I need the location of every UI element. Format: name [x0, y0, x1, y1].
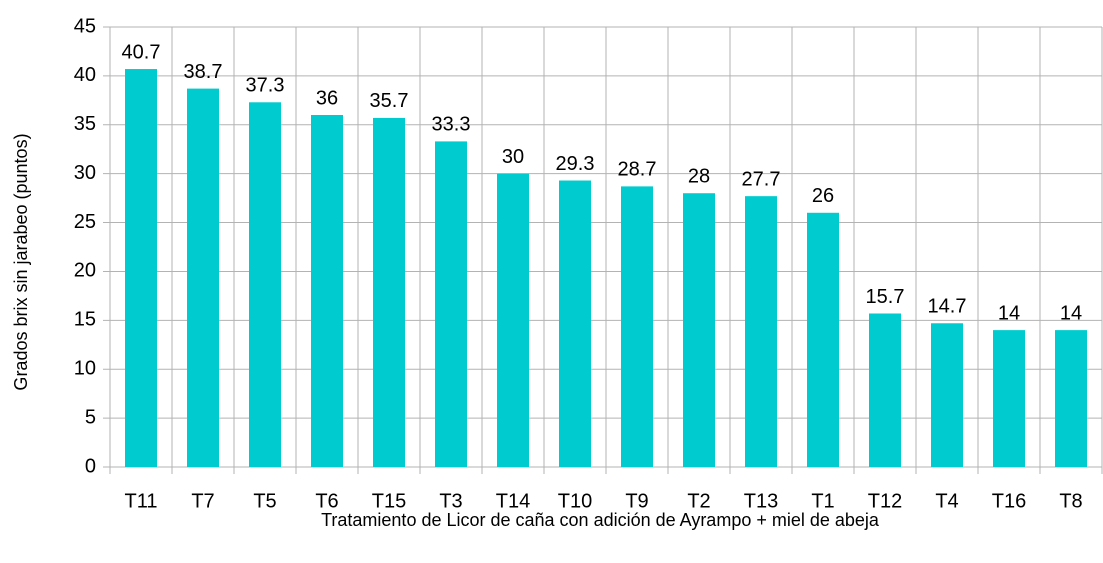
- data-label: 15.7: [866, 286, 905, 308]
- x-tick-label: T8: [1059, 490, 1082, 512]
- data-label: 30: [502, 146, 524, 168]
- bar: [1055, 330, 1087, 467]
- x-tick-label: T6: [315, 490, 338, 512]
- bar: [621, 186, 653, 467]
- y-tick-label: 5: [85, 406, 96, 428]
- x-tick-label: T1: [811, 490, 834, 512]
- x-tick-label: T13: [744, 490, 778, 512]
- x-tick-label: T9: [625, 490, 648, 512]
- bar: [125, 69, 157, 468]
- x-tick-label: T11: [125, 490, 158, 512]
- y-tick-label: 35: [74, 113, 96, 135]
- data-label: 28.7: [618, 159, 657, 181]
- data-label: 38.7: [184, 61, 223, 83]
- x-tick-label: T4: [935, 490, 958, 512]
- y-tick-label: 15: [74, 309, 96, 331]
- data-label: 37.3: [246, 75, 285, 97]
- bar: [559, 180, 591, 467]
- x-tick-label: T10: [558, 490, 592, 512]
- data-label: 14.7: [928, 296, 967, 318]
- data-label: 26: [812, 185, 834, 207]
- data-label: 35.7: [370, 90, 409, 112]
- bar: [869, 313, 901, 467]
- y-tick-label: 30: [74, 162, 96, 184]
- x-tick-label: T5: [253, 490, 276, 512]
- y-tick-label: 40: [74, 64, 96, 86]
- bar: [187, 88, 219, 467]
- data-label: 40.7: [122, 41, 161, 63]
- x-tick-label: T7: [191, 490, 214, 512]
- data-label: 27.7: [742, 168, 781, 190]
- x-tick-label: T12: [868, 490, 902, 512]
- x-tick-label: T3: [439, 490, 462, 512]
- data-label: 28: [688, 166, 710, 188]
- data-label: 14: [1060, 302, 1082, 324]
- y-tick-label: 20: [74, 260, 96, 282]
- bar: [497, 173, 529, 467]
- y-tick-label: 25: [74, 211, 96, 233]
- x-axis-title: Tratamiento de Licor de caña con adición…: [321, 510, 880, 530]
- data-label: 29.3: [556, 153, 595, 175]
- data-label: 36: [316, 87, 338, 109]
- y-tick-label: 45: [74, 15, 96, 37]
- bar: [311, 115, 343, 467]
- bar: [435, 141, 467, 467]
- y-axis-title: Grados brix sin jarabeo (puntos): [11, 133, 31, 390]
- bar: [373, 117, 405, 467]
- data-label: 33.3: [432, 114, 471, 136]
- bar: [683, 193, 715, 467]
- x-tick-label: T2: [687, 490, 710, 512]
- x-tick-label: T16: [992, 490, 1026, 512]
- y-tick-label: 10: [74, 358, 96, 380]
- bar: [745, 196, 777, 467]
- bar: [931, 323, 963, 467]
- x-tick-label: T15: [372, 490, 406, 512]
- bar: [807, 212, 839, 467]
- x-tick-label: T14: [496, 490, 530, 512]
- y-tick-label: 0: [85, 455, 96, 477]
- bar: [249, 102, 281, 468]
- data-label: 14: [998, 302, 1020, 324]
- bar: [993, 330, 1025, 467]
